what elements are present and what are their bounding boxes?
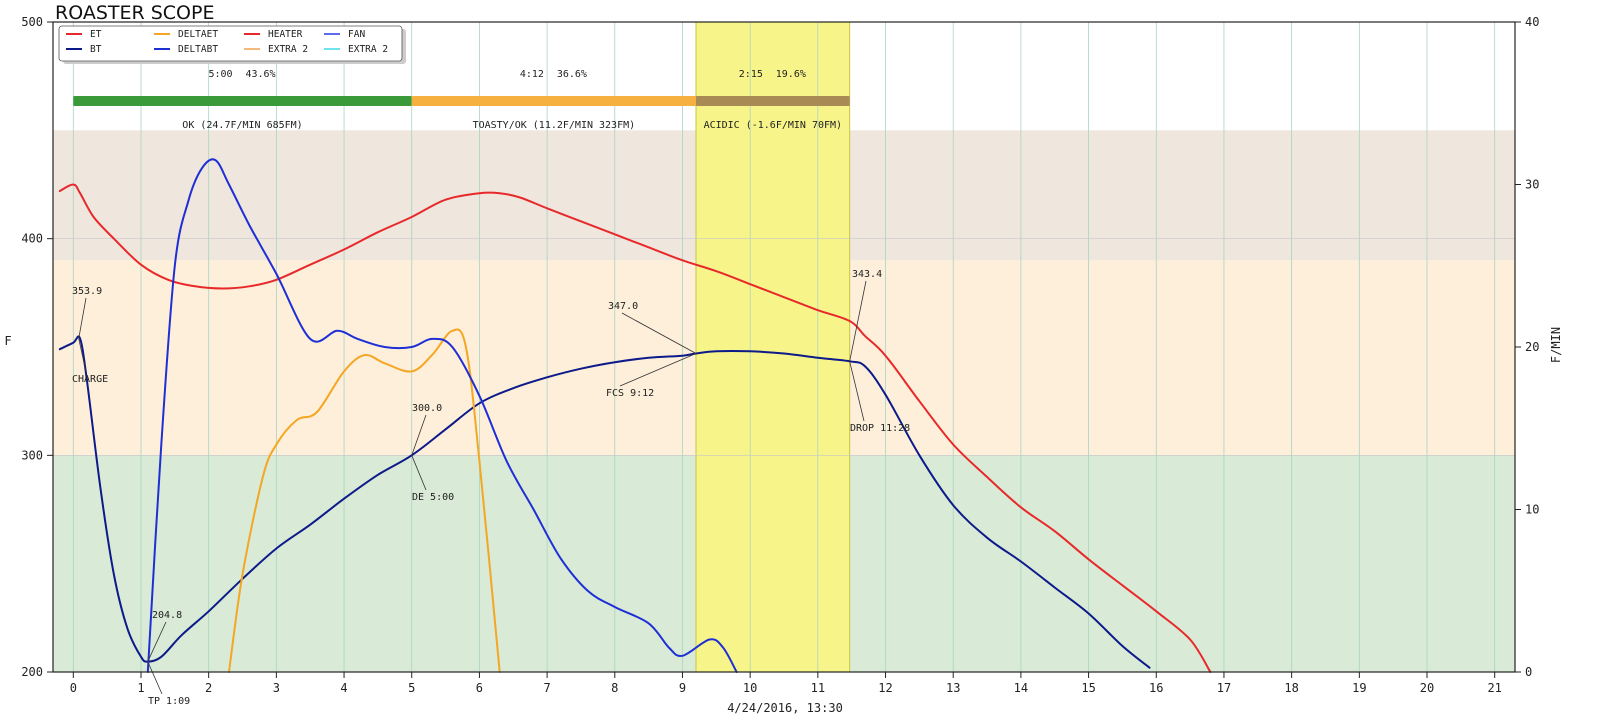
y-left-tick-label: 300 [21,448,43,462]
legend-entry: DELTAET [178,29,218,40]
annotation-label: DE 5:00 [412,492,454,503]
annotation-leader [411,414,427,456]
x-tick-label: 19 [1352,681,1366,695]
x-tick-label: 8 [611,681,618,695]
phase-percent: 43.6% [245,69,275,80]
y-right-tick-label: 0 [1525,665,1532,679]
highlight-span [695,22,851,672]
y-right-tick-label: 20 [1525,340,1539,354]
annotation-label: CHARGE [72,374,108,385]
x-axis-label: 4/24/2016, 13:30 [727,701,843,715]
phase-percent: 19.6% [776,69,806,80]
legend-entry: EXTRA 2 [268,44,308,55]
annotation-value: 204.8 [152,610,182,621]
highlight-span-rect [696,22,850,672]
annotation-leader [849,361,865,422]
y-left-tick-label: 500 [21,15,43,29]
x-tick-label: 17 [1217,681,1231,695]
phase-bars: 5:00 43.6% OK (24.7F/MIN 685FM) 4:12 36.6% TO… [73,69,850,131]
annotation-leader [78,338,87,373]
phase-label: OK (24.7F/MIN 685FM) [182,120,302,131]
y-axis-right-label: F/MIN [1549,327,1563,363]
x-tick-label: 4 [340,681,347,695]
phase-label: ACIDIC (-1.6F/MIN 70FM) [704,120,842,131]
x-tick-label: 16 [1149,681,1163,695]
series-line-deltaet [228,328,501,673]
y-left-tick-label: 400 [21,232,43,246]
annotation-leader [147,661,163,695]
data-series [58,158,1212,673]
y-right-tick-label: 30 [1525,178,1539,192]
annotation-leader [621,312,697,354]
legend: ET BT DELTAET DELTABT HEATER EXTRA 2 FAN EXTRA … [58,25,406,64]
event-annotations: 353.9 CHARGE 204.8 TP 1:09 300.0 DE 5:00 347.0… [72,269,910,707]
y-right-tick-label: 40 [1525,15,1539,29]
x-tick-label: 18 [1284,681,1298,695]
legend-entry: BT [90,44,102,55]
legend-entry: ET [90,29,102,40]
phase-bar [73,96,412,106]
annotation-value: 300.0 [412,403,442,414]
phase-duration: 5:00 [208,69,232,80]
x-tick-label: 6 [476,681,483,695]
x-tick-label: 21 [1487,681,1501,695]
series-line-bt [58,335,1151,669]
x-tick-label: 3 [273,681,280,695]
annotation-label: DROP 11:28 [850,423,910,434]
phase-percent: 36.6% [557,69,587,80]
x-tick-label: 0 [70,681,77,695]
x-tick-label: 14 [1014,681,1028,695]
series-line-deltabt [146,158,738,673]
phase-bar [696,96,850,106]
y-right-tick-label: 10 [1525,503,1539,517]
x-tick-label: 15 [1081,681,1095,695]
annotation-leader [147,621,167,662]
phase-duration: 4:12 [520,69,544,80]
annotation-leader [411,455,427,491]
x-tick-label: 10 [743,681,757,695]
annotation-leader [849,280,867,362]
grid-lines [53,22,1515,672]
series-line-et [58,183,1212,673]
legend-entry: DELTABT [178,44,218,55]
annotation-label: FCS 9:12 [606,388,654,399]
phase-duration: 2:15 [739,69,763,80]
y-axis-left-label: F [4,334,11,348]
annotation-leader [78,297,87,339]
legend-entry: FAN [348,29,365,40]
y-left-tick-label: 200 [21,665,43,679]
annotation-value: 343.4 [852,269,882,280]
phase-label: TOASTY/OK (11.2F/MIN 323FM) [473,120,636,131]
phase-bar [411,96,697,106]
chart-title: ROASTER SCOPE [55,2,214,24]
legend-entry: EXTRA 2 [348,44,388,55]
x-tick-label: 11 [811,681,825,695]
axes: 0 1 2 3 4 5 6 7 8 9 10 11 12 13 14 15 16 17 18 19 20 21200300… [21,15,1539,695]
x-tick-label: 1 [137,681,144,695]
annotation-value: 347.0 [608,301,638,312]
x-tick-label: 13 [946,681,960,695]
legend-box [58,25,403,62]
x-tick-label: 12 [878,681,892,695]
annotation-label: TP 1:09 [148,696,190,707]
annotation-leader [619,353,697,387]
x-tick-label: 2 [205,681,212,695]
x-tick-label: 5 [408,681,415,695]
annotation-value: 353.9 [72,286,102,297]
x-tick-label: 7 [543,681,550,695]
x-tick-label: 9 [679,681,686,695]
x-tick-label: 20 [1420,681,1434,695]
legend-entry: HEATER [268,29,303,40]
